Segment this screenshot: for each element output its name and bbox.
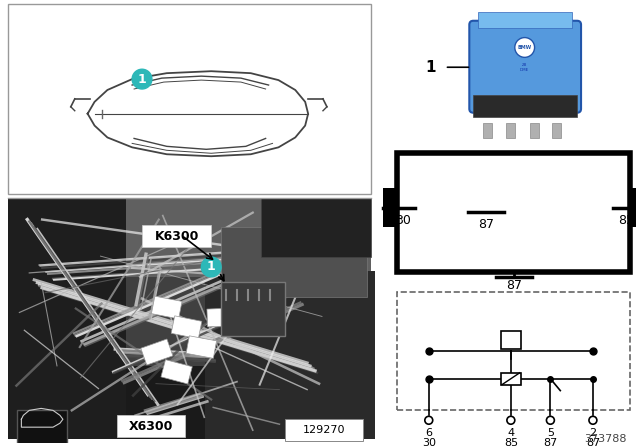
Bar xyxy=(383,188,399,228)
Text: 1: 1 xyxy=(138,73,147,86)
Bar xyxy=(8,198,371,277)
Circle shape xyxy=(515,38,534,57)
Text: X6300: X6300 xyxy=(129,420,173,433)
Bar xyxy=(628,188,640,228)
Text: 129270: 129270 xyxy=(303,425,345,435)
FancyBboxPatch shape xyxy=(469,21,581,113)
Bar xyxy=(117,415,184,437)
Text: 6: 6 xyxy=(425,428,432,438)
Circle shape xyxy=(202,257,221,277)
Bar xyxy=(141,339,173,365)
Bar xyxy=(501,373,521,385)
Bar xyxy=(205,271,376,439)
Text: 373788: 373788 xyxy=(584,434,627,444)
Text: K6300: K6300 xyxy=(154,230,199,243)
Text: 4: 4 xyxy=(508,428,515,438)
Circle shape xyxy=(92,135,97,142)
Text: BMW: BMW xyxy=(518,45,532,50)
Text: Z8
DME: Z8 DME xyxy=(520,63,529,72)
Text: 1: 1 xyxy=(207,260,216,273)
Circle shape xyxy=(589,416,597,424)
Bar xyxy=(285,419,362,441)
Bar xyxy=(501,331,521,349)
Circle shape xyxy=(507,416,515,424)
Bar xyxy=(260,198,371,257)
Text: 85: 85 xyxy=(504,438,518,448)
Text: 87: 87 xyxy=(586,438,600,448)
Bar xyxy=(478,12,572,28)
Bar xyxy=(186,336,216,358)
Text: 30: 30 xyxy=(422,438,436,448)
Bar xyxy=(397,153,630,272)
Text: 5: 5 xyxy=(547,428,554,438)
Bar xyxy=(142,225,211,247)
Bar xyxy=(171,316,202,339)
Bar xyxy=(17,410,67,445)
Text: 87: 87 xyxy=(478,218,494,231)
Bar xyxy=(506,123,515,138)
Bar xyxy=(397,292,630,410)
Bar xyxy=(530,123,538,138)
Bar xyxy=(483,123,492,138)
Bar xyxy=(161,360,192,384)
Text: 2: 2 xyxy=(589,428,596,438)
Text: 87: 87 xyxy=(543,438,557,448)
Bar xyxy=(106,277,304,366)
Circle shape xyxy=(547,416,554,424)
Bar xyxy=(221,282,285,336)
Bar xyxy=(152,296,182,319)
Bar xyxy=(8,198,126,439)
Bar xyxy=(207,308,236,327)
Text: 1: 1 xyxy=(426,60,436,75)
Circle shape xyxy=(132,69,152,89)
Bar xyxy=(8,198,371,439)
Bar xyxy=(221,228,367,297)
Text: 30: 30 xyxy=(395,214,411,227)
Bar xyxy=(552,123,561,138)
Text: 87: 87 xyxy=(506,279,522,292)
Text: 85: 85 xyxy=(618,214,634,227)
Bar xyxy=(8,4,371,194)
Circle shape xyxy=(425,416,433,424)
Bar xyxy=(473,95,577,116)
